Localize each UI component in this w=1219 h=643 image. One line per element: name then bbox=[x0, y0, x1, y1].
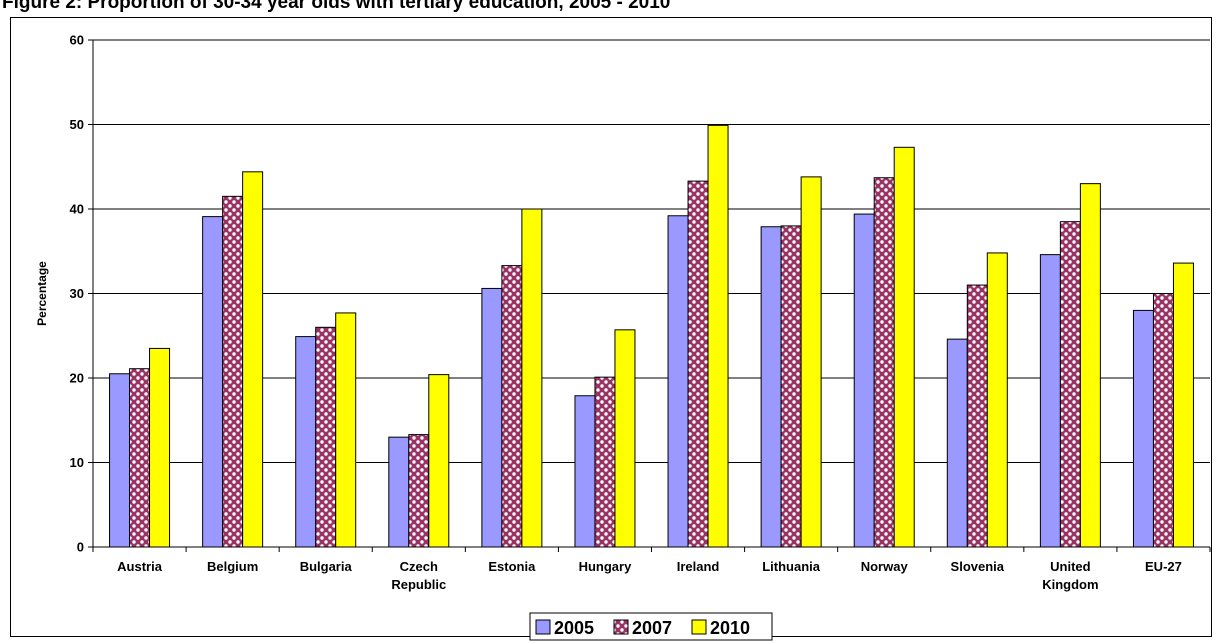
bar-2010 bbox=[986, 252, 1008, 548]
y-tick-label: 40 bbox=[70, 202, 84, 217]
y-tick-label: 20 bbox=[70, 371, 84, 386]
y-tick-label: 50 bbox=[70, 117, 84, 132]
legend-swatch-2007 bbox=[613, 619, 629, 635]
bar-2007 bbox=[873, 177, 895, 548]
bar-2010 bbox=[1172, 262, 1194, 548]
bar-2005 bbox=[853, 213, 875, 548]
bar-2010 bbox=[149, 347, 171, 548]
bar-2005 bbox=[946, 338, 968, 548]
bar-2005 bbox=[109, 373, 131, 548]
y-tick-label: 30 bbox=[70, 286, 84, 301]
y-tick-label: 10 bbox=[70, 455, 84, 470]
bar-2007 bbox=[966, 284, 988, 548]
legend-label-2007: 2007 bbox=[632, 618, 672, 638]
bar-2005 bbox=[388, 436, 410, 548]
y-axis-label: Percentage bbox=[35, 261, 49, 326]
x-tick-label: Belgium bbox=[207, 559, 258, 574]
bar-2010 bbox=[893, 146, 915, 548]
bar-2007 bbox=[1152, 293, 1174, 548]
x-tick-label: Hungary bbox=[579, 559, 633, 574]
bar-2005 bbox=[1132, 309, 1154, 548]
x-tick-label: Lithuania bbox=[762, 559, 821, 574]
bar-2007 bbox=[1059, 221, 1081, 548]
bar-2005 bbox=[295, 336, 317, 548]
legend-swatch-2005 bbox=[535, 619, 551, 635]
bar-2007 bbox=[501, 265, 523, 548]
bar-2005 bbox=[667, 215, 689, 548]
bar-2007 bbox=[594, 376, 616, 548]
x-tick-label: Republic bbox=[391, 577, 446, 592]
bar-2007 bbox=[687, 180, 709, 548]
y-tick-label: 0 bbox=[77, 540, 84, 555]
bar-2005 bbox=[481, 287, 503, 548]
legend-swatch-2010 bbox=[691, 619, 707, 635]
x-tick-label: Bulgaria bbox=[300, 559, 353, 574]
bar-2007 bbox=[780, 225, 802, 548]
page-title: Figure 2: Proportion of 30-34 year olds … bbox=[2, 0, 671, 13]
legend-label-2010: 2010 bbox=[710, 618, 750, 638]
legend-label-2005: 2005 bbox=[554, 618, 594, 638]
x-tick-label: Kingdom bbox=[1042, 577, 1098, 592]
x-tick-label: United bbox=[1050, 559, 1091, 574]
bar-2010 bbox=[428, 374, 450, 548]
x-tick-label: Austria bbox=[117, 559, 163, 574]
bar-2007 bbox=[222, 195, 244, 548]
bar-2005 bbox=[760, 226, 782, 548]
bar-2007 bbox=[408, 434, 430, 548]
bar-2010 bbox=[800, 176, 822, 548]
x-tick-label: Norway bbox=[861, 559, 909, 574]
x-tick-label: Slovenia bbox=[951, 559, 1005, 574]
bar-2010 bbox=[335, 312, 357, 548]
bar-2005 bbox=[574, 395, 596, 548]
legend bbox=[529, 612, 773, 641]
bar-2010 bbox=[707, 124, 729, 548]
bar-2007 bbox=[129, 368, 151, 548]
bar-2010 bbox=[614, 329, 636, 548]
bar-2005 bbox=[1039, 254, 1061, 548]
bar-2010 bbox=[1079, 183, 1101, 548]
bar-2010 bbox=[521, 208, 543, 548]
bar-2007 bbox=[315, 326, 337, 548]
x-tick-label: EU-27 bbox=[1145, 559, 1182, 574]
bar-2010 bbox=[242, 171, 264, 548]
x-tick-label: Czech bbox=[400, 559, 438, 574]
x-tick-label: Estonia bbox=[488, 559, 536, 574]
x-tick-label: Ireland bbox=[677, 559, 720, 574]
y-tick-label: 60 bbox=[70, 33, 84, 48]
bar-2005 bbox=[202, 216, 224, 548]
